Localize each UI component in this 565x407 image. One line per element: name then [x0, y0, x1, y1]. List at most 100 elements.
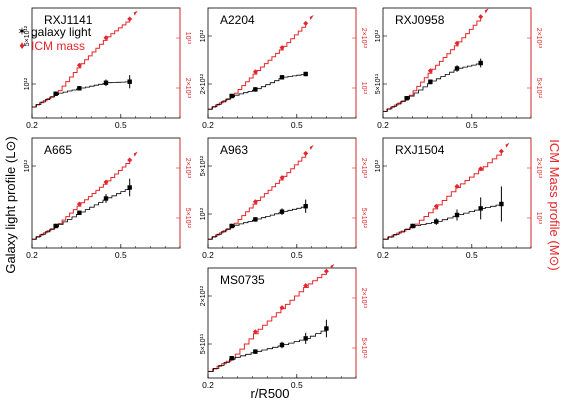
x-tick-label: 0.5	[466, 250, 478, 260]
icm-mass-arrowhead	[309, 15, 314, 20]
galaxy-light-point	[253, 349, 258, 354]
galaxy-light-point	[404, 96, 409, 101]
galaxy-light-point	[279, 75, 285, 80]
diamond-icon: ♦	[19, 40, 25, 52]
galaxy-light-curve	[383, 204, 502, 240]
y-left-tick-label: 10¹²	[200, 207, 207, 220]
panel-rxj1141: 0.2 0.5 5×10¹² 10¹² 10¹³ 2×10¹³ RXJ1141	[24, 7, 191, 130]
galaxy-light-point	[103, 80, 109, 85]
y-left-tick-label: 2×10¹²	[200, 73, 207, 94]
icm-mass-point	[252, 329, 258, 335]
galaxy-light-point	[454, 66, 460, 71]
galaxy-light-point	[253, 87, 258, 92]
icm-mass-point	[103, 179, 109, 185]
panel-title: A2204	[220, 13, 255, 27]
y-axis-left-label: Galaxy light profile (L⊙)	[0, 120, 22, 290]
y-right-tick-label: 2×10¹³	[360, 158, 367, 179]
y-left-tick-label: 5×10¹¹	[375, 73, 382, 94]
x-tick-label: 0.2	[377, 120, 389, 130]
galaxy-light-point	[127, 185, 132, 190]
galaxy-light-point	[478, 60, 483, 66]
star-icon: ✶	[17, 26, 27, 38]
galaxy-light-point	[229, 223, 234, 229]
panel-title: RXJ1504	[395, 143, 445, 157]
icm-mass-point	[279, 305, 285, 311]
y-axis-right-label-text: ICM Mass profile (M⊙)	[547, 139, 562, 271]
icm-mass-arrowhead	[133, 10, 138, 16]
panel-title: A963	[220, 143, 248, 157]
legend-item-icm-mass: ♦ ICM mass	[17, 39, 91, 53]
x-tick-label: 0.2	[202, 380, 214, 390]
icm-mass-point	[127, 16, 133, 22]
y-right-tick-label: 2×10¹³	[184, 158, 191, 179]
icm-mass-point	[498, 148, 504, 154]
icm-mass-point	[427, 68, 433, 74]
x-tick-label: 0.5	[115, 250, 127, 260]
icm-mass-point	[103, 35, 109, 41]
icm-mass-point	[76, 62, 82, 68]
galaxy-light-point	[53, 223, 58, 229]
x-tick-label: 0.5	[115, 120, 127, 130]
x-tick-label: 0.2	[26, 120, 38, 130]
galaxy-light-point	[428, 79, 433, 84]
y-right-tick-label: 5×10¹²	[360, 208, 367, 229]
panel-rxj1504: 0.2 0.5 10¹² 2×10¹³ 10¹³ RXJ1504	[375, 137, 542, 260]
galaxy-light-point	[229, 93, 234, 99]
galaxy-light-point	[103, 196, 109, 201]
icm-mass-point	[279, 175, 285, 181]
icm-mass-point	[252, 199, 258, 205]
legend-label-galaxy-light: galaxy light	[31, 25, 92, 39]
icm-mass-point	[303, 150, 309, 156]
icm-mass-arrowhead	[484, 8, 489, 14]
icm-mass-point	[478, 166, 484, 172]
x-tick-label: 0.2	[202, 250, 214, 260]
galaxy-light-point	[303, 71, 308, 77]
galaxy-light-point	[434, 219, 439, 224]
galaxy-light-point	[303, 336, 308, 341]
y-left-tick-label: 10¹²	[200, 29, 207, 42]
legend: ✶ galaxy light ♦ ICM mass	[17, 25, 91, 53]
icm-mass-point	[454, 183, 460, 189]
y-right-tick-label: 10¹³	[184, 32, 191, 45]
y-right-tick-label: 2×10¹³	[360, 288, 367, 309]
icm-mass-point	[454, 40, 460, 46]
x-tick-label: 0.5	[466, 120, 478, 130]
icm-mass-curve	[208, 23, 307, 110]
y-right-tick-label: 2×10¹³	[535, 158, 542, 179]
x-tick-label: 0.5	[291, 120, 303, 130]
y-left-tick-label: 5×10¹²	[200, 155, 207, 176]
panel-rxj0958: 0.2 0.5 10¹² 5×10¹¹ 2×10¹³ 5×10¹² RXJ0958	[375, 7, 542, 130]
panel-ms0735: 0.2 0.5 2×10¹² 5×10¹¹ 2×10¹³ 5×10¹² MS0735	[200, 264, 367, 390]
x-axis-label: r/R500	[250, 386, 290, 401]
x-tick-label: 0.2	[26, 250, 38, 260]
y-axis-left-label-text: Galaxy light profile (L⊙)	[3, 136, 18, 274]
galaxy-light-point	[478, 206, 483, 211]
galaxy-light-point	[279, 342, 285, 348]
icm-mass-arrowhead	[309, 145, 314, 150]
y-left-tick-label: 10¹²	[375, 159, 382, 172]
icm-mass-point	[303, 283, 309, 289]
panel-title: RXJ0958	[395, 13, 445, 27]
panel-title: RXJ1141	[44, 13, 93, 27]
panel-a2204: 0.2 0.5 10¹² 2×10¹² 2×10¹³ 10¹³ A2204	[200, 7, 367, 130]
galaxy-light-point	[410, 223, 415, 229]
icm-mass-arrowhead	[330, 264, 335, 269]
y-left-tick-label: 2×10¹²	[200, 285, 207, 306]
panel-title: MS0735	[220, 273, 265, 287]
galaxy-light-point	[279, 209, 285, 214]
icm-mass-curve	[383, 151, 502, 240]
icm-mass-point	[478, 14, 484, 20]
galaxy-light-point	[253, 217, 258, 222]
galaxy-light-point	[53, 91, 58, 96]
icm-mass-point	[323, 268, 329, 274]
legend-item-galaxy-light: ✶ galaxy light	[17, 25, 91, 39]
galaxy-light-curve	[32, 81, 131, 108]
y-left-tick-label: 5×10¹²	[24, 25, 31, 46]
y-left-tick-label: 10¹²	[375, 29, 382, 42]
icm-mass-curve	[32, 160, 131, 240]
galaxy-light-point	[303, 204, 308, 209]
icm-mass-point	[433, 203, 439, 209]
x-tick-label: 0.5	[291, 380, 303, 390]
x-tick-label: 0.2	[377, 250, 389, 260]
